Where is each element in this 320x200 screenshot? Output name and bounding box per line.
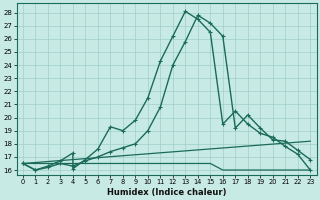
X-axis label: Humidex (Indice chaleur): Humidex (Indice chaleur) xyxy=(107,188,226,197)
